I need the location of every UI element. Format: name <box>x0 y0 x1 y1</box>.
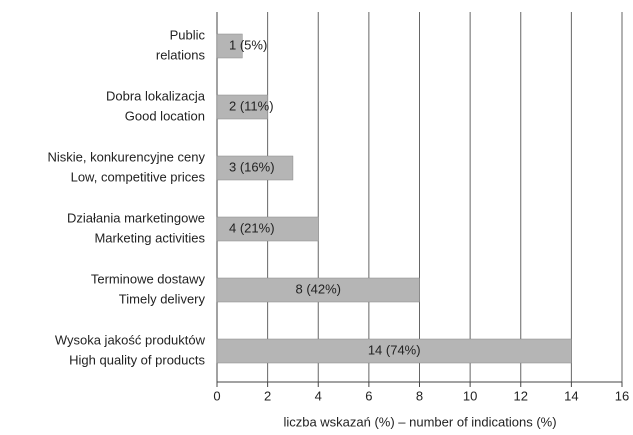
value-label: 14 (74%) <box>368 342 421 357</box>
value-label: 3 (16%) <box>229 159 275 174</box>
y-tick-label: relations <box>156 47 206 62</box>
y-tick-label: Terminowe dostawy <box>91 271 206 286</box>
x-tick-label: 12 <box>514 388 528 403</box>
y-tick-label: Wysoka jakość produktów <box>55 332 206 347</box>
x-tick-label: 14 <box>564 388 578 403</box>
value-label: 4 (21%) <box>229 220 275 235</box>
x-tick-label: 0 <box>213 388 220 403</box>
y-tick-label: Timely delivery <box>119 291 206 306</box>
y-tick-label: Niskie, konkurencyjne ceny <box>47 149 205 164</box>
value-label: 2 (11%) <box>229 98 274 113</box>
y-tick-label: Marketing activities <box>94 230 205 245</box>
y-tick-label: Low, competitive prices <box>71 169 206 184</box>
x-tick-label: 2 <box>264 388 271 403</box>
x-tick-label: 6 <box>365 388 372 403</box>
bar <box>216 277 420 303</box>
bar <box>216 216 319 242</box>
x-tick-label: 4 <box>315 388 322 403</box>
y-tick-label: High quality of products <box>69 352 205 367</box>
y-tick-label: Działania marketingowe <box>67 210 205 225</box>
x-tick-label: 8 <box>416 388 423 403</box>
bar <box>216 94 268 120</box>
value-label: 8 (42%) <box>295 281 341 296</box>
y-tick-label: Dobra lokalizacja <box>106 88 206 103</box>
bar <box>216 338 572 364</box>
x-tick-label: 10 <box>463 388 477 403</box>
bar <box>216 33 243 59</box>
value-label: 1 (5%) <box>229 37 267 52</box>
y-tick-label: Public <box>170 27 206 42</box>
x-tick-label: 16 <box>615 388 629 403</box>
y-tick-label: Good location <box>125 108 205 123</box>
bar <box>216 155 294 181</box>
x-axis-label: liczba wskazań (%) – number of indicatio… <box>283 414 556 429</box>
